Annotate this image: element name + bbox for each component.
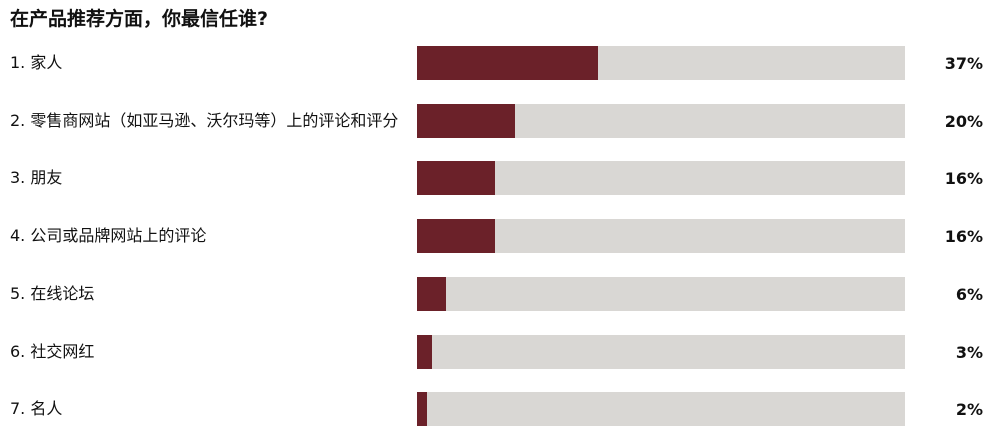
category-label: 7. 名人 <box>10 399 63 419</box>
bar <box>417 392 427 427</box>
category-label: 6. 社交网红 <box>10 341 95 361</box>
bar-track <box>417 161 905 196</box>
category-label: 1. 家人 <box>10 53 63 72</box>
bar <box>417 161 496 196</box>
category-label: 3. 朋友 <box>10 168 63 188</box>
bar-track <box>417 219 905 254</box>
bar <box>417 219 496 254</box>
category-label: 4. 公司或品牌网站上的评论 <box>10 226 207 246</box>
bar-track <box>417 334 905 369</box>
value-label: 16% <box>944 169 983 189</box>
category-label: 2. 零售商网站（如亚马逊、沃尔玛等）上的评论和评分 <box>10 110 399 130</box>
chart-title: 在产品推荐方面，你最信任谁? <box>10 8 269 30</box>
value-label: 3% <box>955 342 983 362</box>
bar-track <box>417 392 905 427</box>
value-label: 20% <box>944 111 983 131</box>
bar <box>417 334 432 369</box>
value-label: 2% <box>955 400 983 420</box>
value-label: 37% <box>944 54 983 73</box>
value-label: 6% <box>955 284 983 304</box>
bar <box>417 276 447 311</box>
bar-track <box>417 276 905 311</box>
category-label: 5. 在线论坛 <box>10 283 95 303</box>
bar <box>417 46 598 80</box>
value-label: 16% <box>944 227 983 247</box>
bar <box>417 103 515 138</box>
